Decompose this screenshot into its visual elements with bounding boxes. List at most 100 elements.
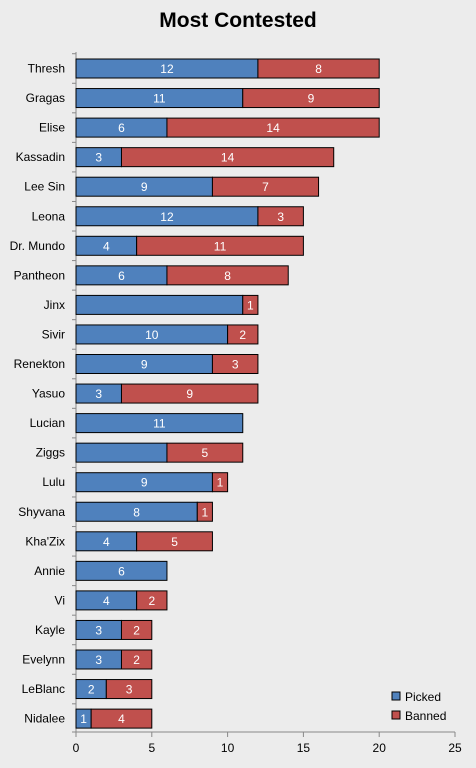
- data-label-picked: 1: [80, 712, 87, 726]
- category-label: Pantheon: [14, 268, 65, 282]
- data-label-banned: 8: [315, 62, 322, 76]
- bar-banned: [242, 294, 259, 315]
- bar-banned: [120, 147, 335, 168]
- category-label: Lulu: [42, 475, 65, 489]
- data-label-banned: 3: [232, 358, 239, 372]
- category-label: Thresh: [28, 62, 65, 76]
- data-label-picked: 4: [103, 594, 110, 608]
- category-label: Evelynn: [22, 653, 65, 667]
- data-label-banned: 11: [214, 239, 227, 253]
- category-label: Annie: [34, 564, 65, 578]
- data-label-banned: 2: [148, 594, 155, 608]
- category-label: Kassadin: [16, 150, 65, 164]
- category-label: Shyvana: [18, 505, 65, 519]
- bar-banned: [211, 176, 320, 197]
- bar-picked: [75, 560, 168, 581]
- bar-picked: [75, 294, 244, 315]
- bar-banned: [136, 531, 213, 552]
- data-label-picked: 12: [160, 62, 174, 76]
- data-label-banned: 7: [262, 180, 269, 194]
- category-label: LeBlanc: [22, 682, 65, 696]
- legend-label-picked: Picked: [405, 690, 441, 704]
- bar-banned: [90, 708, 153, 729]
- data-label-banned: 1: [247, 298, 254, 312]
- bar-banned: [166, 117, 380, 138]
- data-label-picked: 12: [160, 210, 174, 224]
- data-label-banned: 1: [202, 505, 209, 519]
- data-label-picked: 9: [141, 358, 148, 372]
- bar-banned: [227, 324, 259, 345]
- data-label-picked: 3: [95, 653, 102, 667]
- data-label-picked: 3: [95, 387, 102, 401]
- category-label: Kayle: [35, 623, 65, 637]
- bar-banned: [211, 354, 259, 374]
- data-label-picked: 4: [103, 239, 110, 253]
- data-label-picked: 4: [103, 535, 110, 549]
- x-tick-label: 20: [373, 741, 387, 755]
- category-label: Vi: [55, 593, 65, 607]
- data-label-banned: 2: [133, 653, 140, 667]
- x-tick-label: 10: [221, 741, 235, 755]
- data-label-picked: 10: [145, 328, 159, 342]
- x-tick-label: 15: [297, 741, 311, 755]
- bar-banned: [257, 58, 380, 79]
- data-label-banned: 1: [217, 476, 224, 490]
- data-label-picked: 6: [118, 269, 125, 283]
- category-label: Lee Sin: [24, 180, 65, 194]
- bar-picked: [75, 442, 168, 463]
- bar-banned: [257, 206, 304, 227]
- data-label-picked: 2: [88, 683, 95, 697]
- legend-swatch-banned: [391, 710, 401, 720]
- bar-banned: [166, 442, 244, 463]
- category-label: Leona: [32, 209, 66, 223]
- bar-banned: [136, 235, 304, 256]
- bar-banned: [196, 501, 213, 522]
- category-label: Yasuo: [32, 387, 65, 401]
- data-label-picked: 8: [133, 505, 140, 519]
- category-label: Sivir: [42, 327, 65, 341]
- data-label-banned: 3: [126, 683, 133, 697]
- bar-banned: [105, 679, 153, 700]
- data-label-banned: 2: [133, 623, 140, 637]
- data-label-banned: 3: [277, 210, 284, 224]
- x-tick-label: 5: [148, 741, 155, 755]
- data-label-picked: 11: [153, 417, 166, 431]
- data-label-picked: 9: [141, 476, 148, 490]
- bar-banned: [242, 88, 380, 109]
- category-label: Dr. Mundo: [10, 239, 66, 253]
- data-label-banned: 8: [224, 269, 231, 283]
- data-label-picked: 11: [153, 92, 166, 106]
- legend-label-banned: Banned: [405, 709, 446, 723]
- category-label: Ziggs: [36, 446, 65, 460]
- category-label: Jinx: [44, 298, 65, 312]
- category-label: Gragas: [26, 91, 65, 105]
- category-label: Elise: [39, 121, 65, 135]
- data-label-picked: 6: [118, 121, 125, 135]
- category-label: Nidalee: [24, 712, 65, 726]
- data-label-picked: 9: [141, 180, 148, 194]
- data-label-banned: 9: [186, 387, 193, 401]
- category-label: Renekton: [14, 357, 65, 371]
- data-label-banned: 14: [266, 121, 280, 135]
- category-label: Kha'Zix: [25, 534, 65, 548]
- bar-banned: [211, 472, 229, 493]
- bar-banned: [120, 619, 153, 640]
- data-label-banned: 4: [118, 712, 125, 726]
- data-label-picked: 3: [95, 151, 102, 165]
- bar-picked: [75, 413, 244, 434]
- chart-title: Most Contested: [159, 9, 317, 32]
- data-label-banned: 2: [239, 328, 246, 342]
- x-tick-label: 0: [73, 741, 80, 755]
- bar-banned: [166, 265, 289, 286]
- x-tick-label: 25: [448, 741, 462, 755]
- data-label-picked: 3: [95, 623, 102, 637]
- category-label: Lucian: [30, 416, 65, 430]
- bar-banned: [120, 649, 153, 670]
- data-label-banned: 9: [308, 92, 315, 106]
- bar-banned: [136, 590, 168, 611]
- legend-swatch-picked: [391, 691, 401, 701]
- data-label-banned: 5: [202, 446, 209, 460]
- data-label-banned: 14: [221, 151, 235, 165]
